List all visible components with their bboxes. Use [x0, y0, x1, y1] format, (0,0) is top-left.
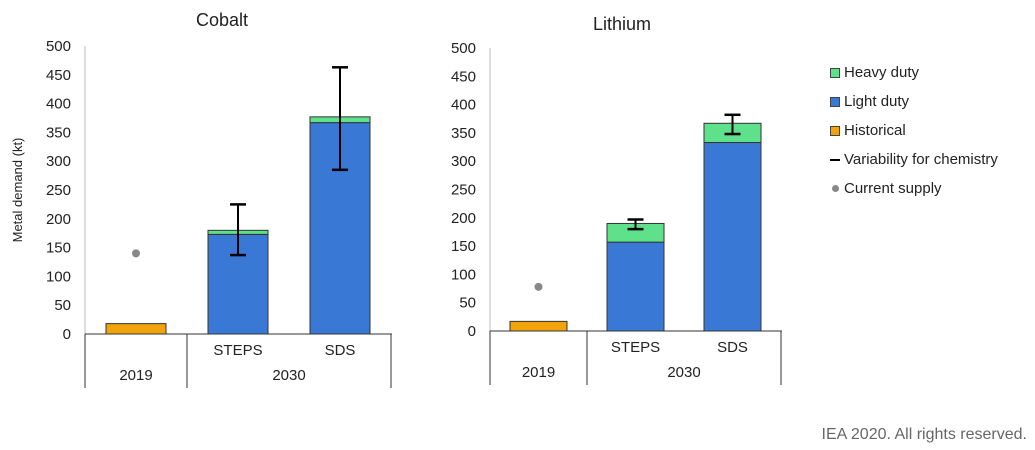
- lithium-y-tick-label: 0: [468, 323, 476, 340]
- legend: Heavy duty Light duty Historical Variabi…: [830, 58, 998, 203]
- lithium-y-tick-label: 150: [451, 238, 476, 255]
- legend-label-historical: Historical: [844, 122, 906, 139]
- current-supply-dot-swatch: [832, 185, 839, 192]
- cobalt-y-tick-label: 350: [46, 124, 71, 141]
- cobalt-y-tick-label: 50: [54, 297, 71, 314]
- cobalt-category-label: STEPS: [213, 342, 262, 359]
- lithium-y-tick-label: 200: [451, 210, 476, 227]
- lithium-y-tick-label: 350: [451, 125, 476, 142]
- cobalt-y-axis-label: Metal demand (kt): [10, 138, 25, 243]
- legend-item-light-duty: Light duty: [830, 87, 998, 116]
- lithium-group-label: 2030: [667, 364, 700, 381]
- legend-item-variability: Variability for chemistry: [830, 145, 998, 174]
- legend-label-variability: Variability for chemistry: [844, 151, 998, 168]
- lithium-y-tick-label: 100: [451, 266, 476, 283]
- cobalt-category-label: SDS: [325, 342, 356, 359]
- cobalt-y-tick-label: 400: [46, 96, 71, 113]
- cobalt-bar-historical: [105, 323, 167, 335]
- cobalt-y-tick-label: 150: [46, 240, 71, 257]
- cobalt-y-tick-label: 300: [46, 153, 71, 170]
- lithium-y-tick-label: 250: [451, 182, 476, 199]
- cobalt-y-tick-label: 500: [46, 38, 71, 55]
- lithium-y-tick-label: 300: [451, 153, 476, 170]
- cobalt-group-label: 2030: [272, 367, 305, 384]
- legend-label-current-supply: Current supply: [844, 180, 942, 197]
- cobalt-current-supply-point: [132, 249, 140, 258]
- cobalt-group-label: 2019: [119, 367, 152, 384]
- lithium-bar-historical: [509, 320, 568, 332]
- cobalt-y-tick-label: 200: [46, 211, 71, 228]
- light-duty-swatch: [830, 96, 840, 107]
- cobalt-chart-title: Cobalt: [196, 10, 248, 30]
- legend-label-light-duty: Light duty: [844, 93, 910, 110]
- lithium-category-label: SDS: [717, 339, 748, 356]
- lithium-group-label: 2019: [522, 364, 555, 381]
- lithium-y-tick-label: 450: [451, 68, 476, 85]
- heavy-duty-swatch: [830, 67, 840, 78]
- variability-line-swatch: [830, 158, 840, 161]
- lithium-current-supply-point: [534, 282, 543, 291]
- lithium-bar-light-duty: [606, 241, 665, 332]
- lithium-chart-title: Lithium: [593, 14, 651, 34]
- legend-item-historical: Historical: [830, 116, 998, 145]
- cobalt-y-tick-label: 450: [46, 67, 71, 84]
- lithium-bar-light-duty: [703, 142, 762, 332]
- legend-item-heavy-duty: Heavy duty: [830, 58, 998, 87]
- historical-swatch: [830, 125, 840, 136]
- legend-item-current-supply: Current supply: [830, 174, 998, 203]
- lithium-y-tick-label: 50: [459, 295, 476, 312]
- cobalt-y-tick-label: 250: [46, 182, 71, 199]
- cobalt-y-tick-label: 100: [46, 268, 71, 285]
- cobalt-y-tick-label: 0: [63, 326, 71, 343]
- lithium-category-label: STEPS: [611, 339, 660, 356]
- lithium-y-tick-label: 500: [451, 40, 476, 57]
- lithium-y-tick-label: 400: [451, 97, 476, 114]
- copyright-credit: IEA 2020. All rights reserved.: [821, 426, 1027, 443]
- legend-label-heavy-duty: Heavy duty: [844, 64, 920, 81]
